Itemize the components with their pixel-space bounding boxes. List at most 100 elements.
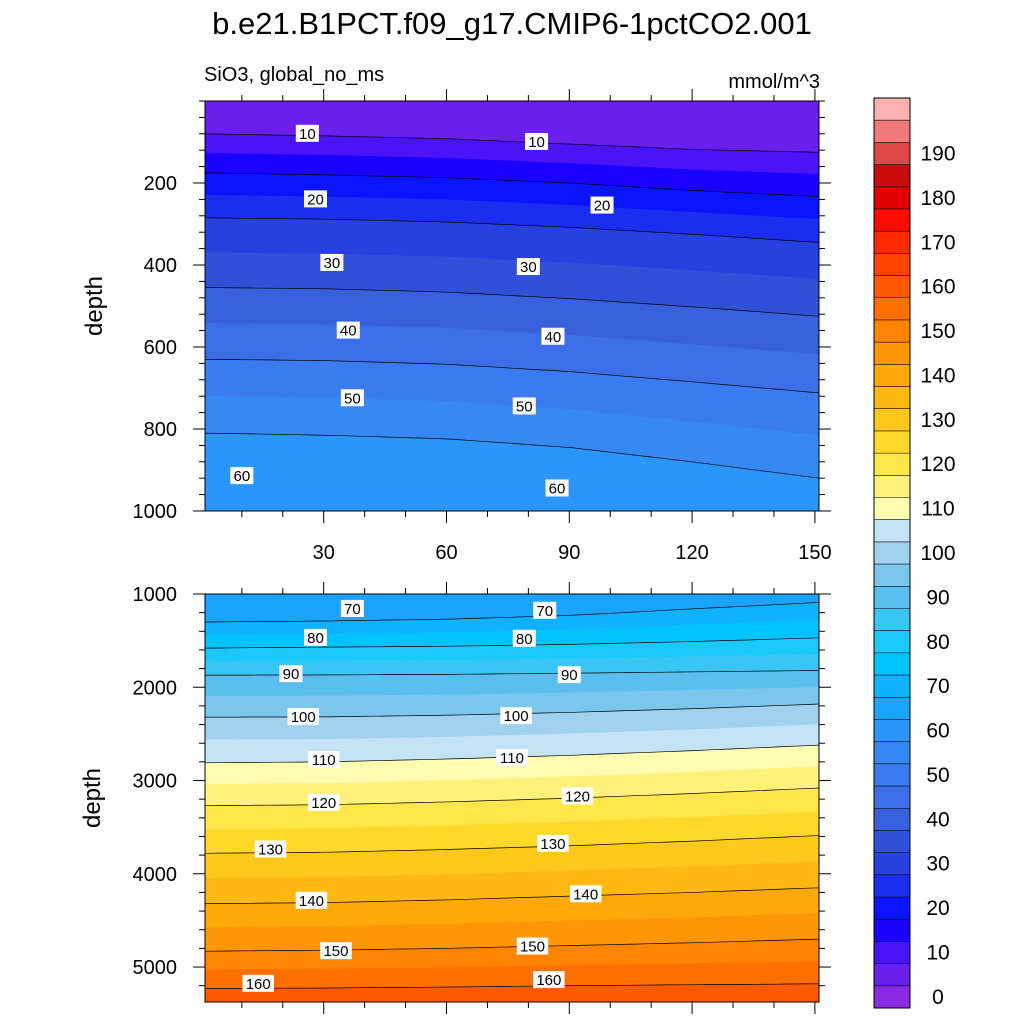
contour-label-box: [541, 327, 565, 345]
contour-label-box: [295, 891, 328, 909]
contour-line: [205, 358, 819, 394]
contour-line: [205, 637, 819, 649]
colorbar-swatch: [874, 208, 910, 232]
y-tick-label: 1000: [133, 501, 178, 523]
colorbar-label: 0: [932, 986, 944, 1009]
contour-label-box: [340, 389, 364, 407]
upper-panel-axes: 30 60 90 120 150 200 400 600 800 1000: [133, 89, 832, 564]
colorbar-swatch: [874, 164, 910, 188]
colorbar-swatch: [874, 919, 910, 942]
contour-label-box: [279, 665, 303, 683]
colorbar-swatch: [874, 852, 910, 876]
colorbar-label: 60: [926, 720, 949, 743]
contour-label-box: [340, 599, 364, 617]
colorbar-swatch: [874, 275, 910, 299]
contour-label: 120: [565, 788, 590, 805]
contour-label-box: [516, 258, 540, 276]
contour-label: 60: [549, 480, 566, 497]
deep-ylabel: depth: [79, 768, 106, 828]
contour-label: 40: [545, 329, 562, 346]
contour-label-box: [561, 787, 594, 805]
contour-label: 50: [516, 398, 533, 415]
contour-label-box: [512, 397, 536, 415]
contour-label: 10: [528, 134, 545, 151]
y-tick-label: 1000: [133, 584, 178, 606]
contour-label-box: [533, 971, 565, 989]
colorbar-swatch: [874, 874, 910, 898]
contour-line: [205, 432, 819, 479]
contour-label: 20: [594, 198, 611, 215]
colorbar-swatch: [874, 186, 910, 210]
contour-line: [205, 983, 819, 989]
contour-label: 110: [312, 752, 336, 769]
x-tick-label: 30: [313, 542, 335, 564]
x-tick-label: 150: [798, 542, 831, 564]
colorbar-swatch: [874, 697, 910, 720]
colorbar-swatch: [874, 786, 910, 809]
contour-label-box: [295, 124, 319, 142]
colorbar-swatch: [874, 453, 910, 476]
y-tick-label: 2000: [133, 677, 178, 699]
colorbar-swatch: [874, 985, 910, 1009]
contour-line: [205, 835, 819, 854]
contour-label-box: [500, 707, 532, 725]
y-tick-label: 400: [144, 255, 177, 277]
contour-label-box: [496, 749, 528, 767]
contour-label: 100: [291, 709, 316, 726]
contour-label: 50: [344, 390, 361, 407]
colorbar-swatch: [874, 430, 910, 454]
colorbar-swatch: [874, 675, 910, 698]
colorbar-swatch: [874, 253, 910, 276]
colorbar-label: 100: [920, 542, 955, 565]
contour-label: 30: [520, 259, 537, 276]
contour-label-box: [307, 793, 340, 811]
contour-label-box: [525, 133, 549, 150]
upper-ylabel: depth: [81, 276, 108, 336]
contour-label-box: [304, 190, 328, 208]
upper-panel-contours: [205, 133, 819, 479]
y-tick-label: 4000: [133, 864, 178, 886]
colorbar-frame: [873, 97, 911, 1009]
contour-line: [205, 938, 819, 952]
x-tick-label: 90: [558, 542, 580, 564]
plot-frame: [204, 593, 820, 1003]
colorbar-swatch: [874, 497, 910, 521]
y-tick-label: 800: [144, 419, 177, 441]
colorbar-swatch: [874, 475, 910, 498]
colorbar-label: 80: [926, 631, 949, 654]
contour-label: 120: [311, 795, 336, 812]
contour-label: 30: [324, 255, 341, 272]
colorbar-label: 130: [920, 409, 955, 432]
colorbar-label: 160: [920, 276, 955, 299]
colorbar-swatch: [874, 608, 910, 632]
contour-label: 130: [258, 842, 283, 859]
contour-label-box: [537, 834, 569, 852]
colorbar-swatch: [874, 586, 910, 609]
contour-line: [205, 602, 819, 623]
colorbar-swatch: [874, 719, 910, 743]
colorbar-swatch: [874, 741, 910, 765]
colorbar-label: 140: [920, 364, 955, 387]
contour-label-box: [569, 885, 602, 903]
contour-label-box: [336, 321, 360, 339]
y-tick-label: 600: [144, 337, 177, 359]
colorbar-swatch: [874, 941, 910, 965]
colorbar-swatch: [874, 564, 910, 587]
colorbar-label: 90: [926, 586, 949, 609]
contour-label: 160: [536, 972, 561, 989]
colorbar-swatch: [874, 98, 910, 121]
contour-label-box: [516, 937, 549, 955]
contour-label: 60: [233, 468, 250, 485]
upper-panel: 10 10 20 20 30 30 40 40 50 50 60 60 30 60 90 120 150 200…: [81, 89, 832, 564]
colorbar-swatch: [874, 408, 910, 432]
contour-label: 140: [299, 893, 324, 910]
contour-label: 150: [520, 939, 545, 956]
contour-label-box: [512, 629, 536, 647]
y-tick-label: 3000: [133, 771, 178, 793]
upper-panel-contour-labels: 10 10 20 20 30 30 40 40 50 50 60 60: [230, 124, 614, 497]
colorbar-swatch: [874, 386, 910, 410]
y-tick-label: 5000: [133, 957, 178, 979]
colorbar-label: 180: [920, 187, 955, 210]
colorbar-swatch: [874, 652, 910, 676]
